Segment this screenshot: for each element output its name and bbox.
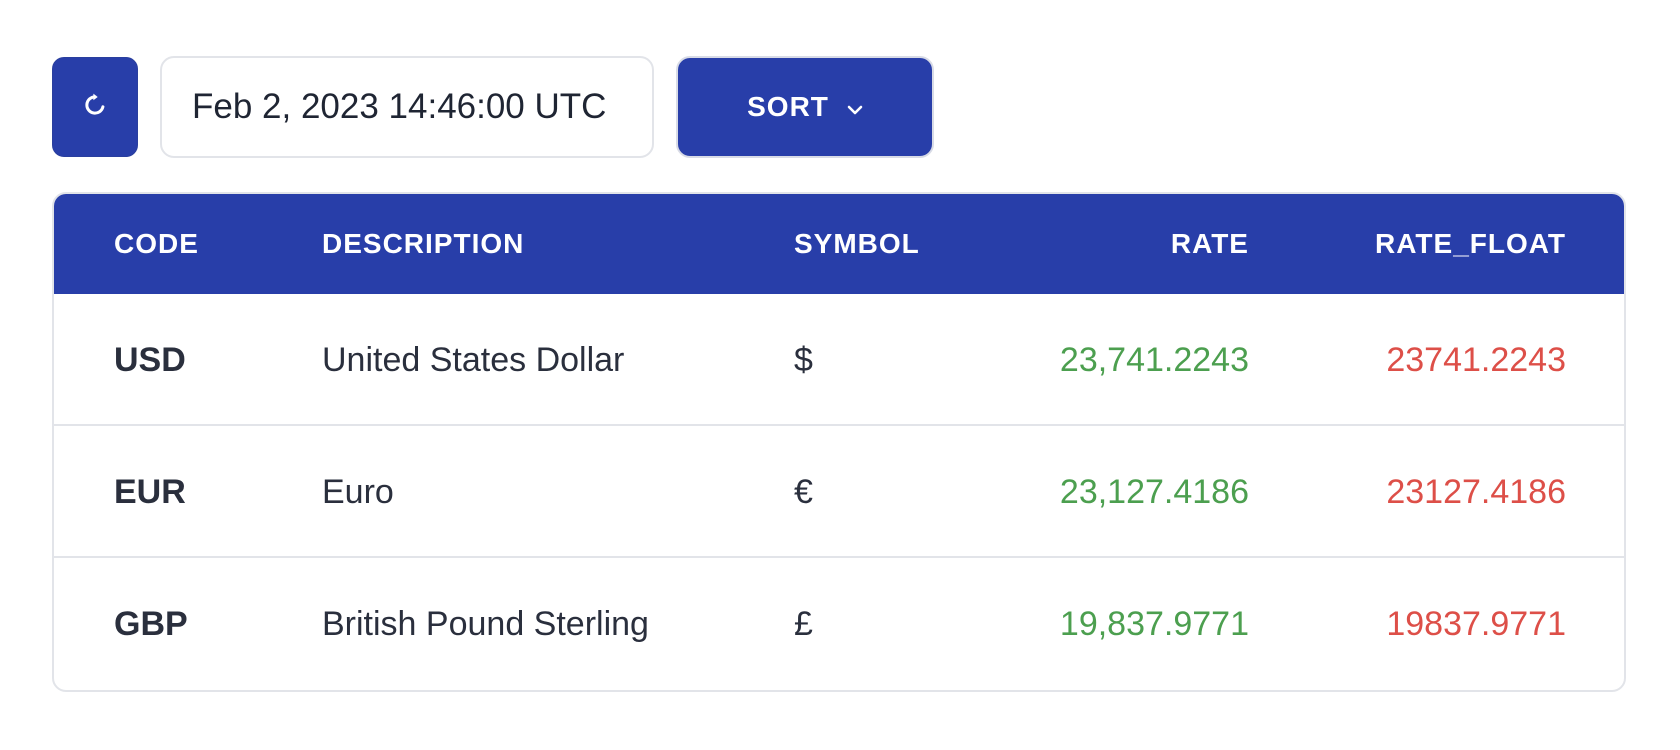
table-row: GBP British Pound Sterling £ 19,837.9771… xyxy=(54,558,1624,690)
cell-code: GBP xyxy=(114,605,188,643)
cell-rate-float: 23127.4186 xyxy=(1386,473,1566,511)
cell-description: British Pound Sterling xyxy=(322,605,649,643)
cell-rate: 23,127.4186 xyxy=(1059,473,1249,511)
header-rate[interactable]: RATE xyxy=(1170,228,1249,259)
table-row: EUR Euro € 23,127.4186 23127.4186 xyxy=(54,426,1624,558)
header-symbol[interactable]: SYMBOL xyxy=(794,228,920,259)
cell-code: EUR xyxy=(114,473,186,511)
header-rate-float[interactable]: RATE_FLOAT xyxy=(1375,228,1566,259)
header-code[interactable]: CODE xyxy=(114,228,199,259)
cell-rate: 19,837.9771 xyxy=(1059,605,1249,643)
cell-description: United States Dollar xyxy=(322,341,625,379)
timestamp-text: Feb 2, 2023 14:46:00 UTC xyxy=(192,87,607,126)
timestamp-display[interactable]: Feb 2, 2023 14:46:00 UTC xyxy=(160,56,654,158)
chevron-down-icon xyxy=(847,91,863,123)
cell-symbol: £ xyxy=(794,605,813,643)
currency-table: CODE DESCRIPTION SYMBOL RATE RATE_FLOAT … xyxy=(52,192,1626,692)
toolbar: Feb 2, 2023 14:46:00 UTC SORT xyxy=(52,56,934,158)
sort-button[interactable]: SORT xyxy=(676,56,934,158)
refresh-icon xyxy=(82,92,108,123)
table-row: USD United States Dollar $ 23,741.2243 2… xyxy=(54,294,1624,426)
table-header: CODE DESCRIPTION SYMBOL RATE RATE_FLOAT xyxy=(54,194,1624,294)
refresh-button[interactable] xyxy=(52,57,138,157)
cell-code: USD xyxy=(114,341,186,379)
cell-description: Euro xyxy=(322,473,394,511)
header-description[interactable]: DESCRIPTION xyxy=(322,228,525,259)
cell-rate-float: 23741.2243 xyxy=(1386,341,1566,379)
cell-rate-float: 19837.9771 xyxy=(1386,605,1566,643)
cell-symbol: € xyxy=(794,473,813,511)
cell-rate: 23,741.2243 xyxy=(1059,341,1249,379)
cell-symbol: $ xyxy=(794,341,813,379)
sort-label: SORT xyxy=(747,91,829,122)
